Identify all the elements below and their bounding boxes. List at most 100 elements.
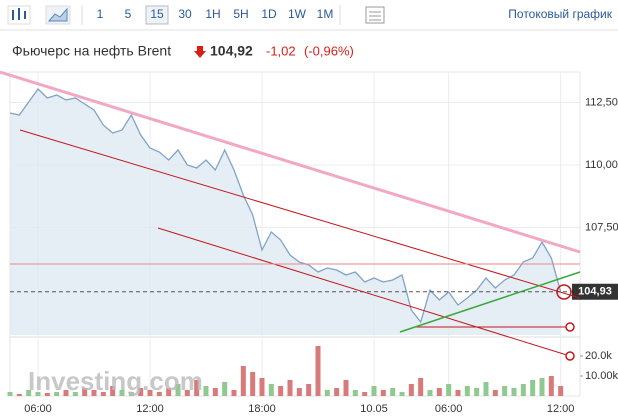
- volume-bar: [408, 384, 414, 396]
- volume-bar: [324, 390, 330, 396]
- volume-bar: [91, 390, 97, 396]
- volume-bar: [212, 388, 218, 396]
- volume-bar: [63, 390, 69, 396]
- handle[interactable]: [565, 351, 575, 361]
- volume-bar: [222, 382, 228, 396]
- volume-bar: [380, 390, 386, 396]
- volume-bar: [231, 390, 237, 396]
- volume-tick-label: 10.00k: [585, 370, 618, 382]
- table-glyph: [369, 11, 381, 21]
- volume-bar: [7, 392, 13, 396]
- volume-bar: [128, 392, 134, 396]
- volume-bar: [44, 393, 50, 396]
- volume-bar: [399, 392, 405, 396]
- price-line: [9, 88, 562, 324]
- volume-bar: [72, 392, 78, 396]
- volume-bar: [362, 392, 368, 396]
- interval-button[interactable]: 1H: [205, 7, 220, 21]
- x-tick-label: 12:00: [547, 403, 575, 415]
- volume-bar: [26, 390, 32, 396]
- volume-bar: [539, 378, 545, 396]
- plot: 107,50 110,00 112,50 10.00k 20.0k 06:00 12:00 1…: [7, 71, 618, 415]
- x-tick-label: 06:00: [435, 403, 463, 415]
- instrument-title: Фьючерс на нефть Brent: [12, 43, 171, 59]
- volume-bar: [138, 388, 144, 396]
- trend-line: [399, 271, 581, 333]
- volume-bar: [520, 384, 526, 396]
- volume-bar: [287, 380, 293, 396]
- interval-button[interactable]: 1: [97, 7, 104, 21]
- last-value-box: [572, 283, 618, 300]
- volume-bar: [343, 380, 349, 396]
- interval-button[interactable]: 1M: [317, 7, 334, 21]
- volume-bar: [175, 384, 181, 396]
- volume-bar: [548, 376, 554, 396]
- volume-bar: [306, 384, 312, 396]
- y-tick-label: 110,00: [585, 159, 618, 171]
- volume-bar: [502, 386, 508, 396]
- interval-button[interactable]: 5: [125, 7, 132, 21]
- volume-bar: [203, 386, 209, 396]
- volume-tick-label: 20.0k: [585, 350, 612, 362]
- volume-bar: [268, 384, 274, 396]
- volume-bar: [100, 392, 106, 396]
- y-tick-label: 107,50: [585, 221, 618, 233]
- volume-bar: [194, 380, 200, 396]
- volume-bar: [166, 388, 172, 396]
- x-tick-label: 06:00: [24, 403, 52, 415]
- volume-bar: [492, 390, 498, 396]
- trend-line: [19, 129, 581, 299]
- area-fill: [10, 89, 561, 335]
- volume-bar: [240, 366, 246, 396]
- selected-interval: [145, 5, 169, 25]
- volume-bar: [390, 388, 396, 396]
- volume-bar: [371, 386, 377, 396]
- change-percent: (-0,96%): [304, 43, 354, 58]
- volume-bar: [427, 390, 433, 396]
- volume-bar: [156, 392, 162, 396]
- table-icon[interactable]: [365, 6, 385, 24]
- volume-bar: [278, 386, 284, 396]
- volume-bar: [315, 346, 321, 396]
- handle[interactable]: [556, 284, 572, 300]
- volume-bar: [35, 392, 41, 396]
- down-arrow: [194, 46, 206, 58]
- area-glyph: [47, 7, 68, 22]
- x-tick-label: 12:00: [136, 403, 164, 415]
- trend-line: [0, 70, 581, 254]
- price: 104,92: [210, 43, 253, 59]
- volume-bar: [464, 386, 470, 396]
- interval-button[interactable]: 5H: [233, 7, 248, 21]
- volume-bar: [110, 386, 116, 396]
- volume-bar: [16, 394, 22, 396]
- volume-bar: [511, 388, 517, 396]
- volume-bar: [436, 388, 442, 396]
- volume-bar: [558, 386, 564, 396]
- interval-button[interactable]: 1D: [261, 7, 277, 21]
- y-tick-label: 112,50: [585, 96, 618, 108]
- interval-button[interactable]: 15: [150, 7, 164, 21]
- volume-bar: [119, 390, 125, 396]
- x-tick-label: 18:00: [248, 403, 276, 415]
- handle[interactable]: [565, 322, 575, 332]
- interval-button[interactable]: 30: [178, 7, 192, 21]
- volume-bar: [259, 378, 265, 396]
- volume-bar: [250, 372, 256, 396]
- volume-bar: [147, 390, 153, 396]
- volume-bar: [474, 388, 480, 396]
- volume-bar: [82, 388, 88, 396]
- x-tick-label: 10.05: [360, 403, 388, 415]
- interval-button[interactable]: 1W: [288, 7, 307, 21]
- volume-bar: [54, 392, 60, 396]
- change: -1,02: [266, 43, 296, 58]
- annotations: [0, 70, 581, 361]
- volume-bar: [296, 388, 302, 396]
- volume-bar: [446, 384, 452, 396]
- volume-bar: [334, 388, 340, 396]
- volume-bar: [455, 390, 461, 396]
- volume-bar: [184, 390, 190, 396]
- candles-glyph: [12, 8, 26, 20]
- chart-mode[interactable]: Потоковый график: [508, 7, 612, 21]
